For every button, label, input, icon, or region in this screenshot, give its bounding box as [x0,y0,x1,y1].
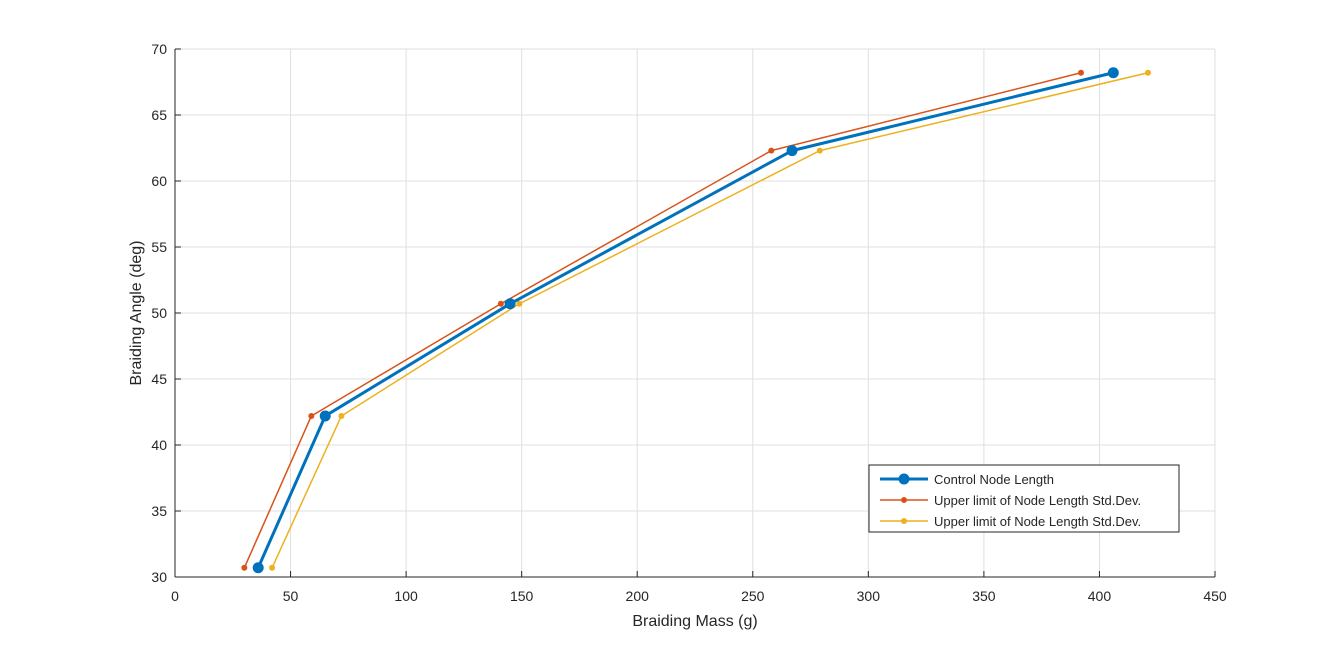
legend-item-2: Upper limit of Node Length Std.Dev. [880,514,1141,529]
y-tick-label: 30 [151,569,167,585]
data-point [504,298,516,310]
x-axis-label: Braiding Mass (g) [632,613,757,630]
y-tick-label: 65 [151,107,167,123]
data-point [241,564,248,571]
y-tick-label: 55 [151,239,167,255]
y-tick-label: 70 [151,41,167,57]
data-point [1077,69,1084,76]
data-point [1107,67,1119,79]
y-axis-label: Braiding Angle (deg) [128,241,145,386]
data-point [319,410,331,422]
legend-marker [898,473,910,485]
ticks: 0 50 100 150 200 250 300 350 400 450 30 35 40 45 50 55 6… [151,41,1226,604]
y-tick-label: 60 [151,173,167,189]
series-2 [269,69,1151,571]
data-point [497,300,504,307]
legend-label: Control Node Length [934,472,1054,487]
x-tick-label: 50 [283,588,299,604]
series-group [241,67,1151,574]
legend-item-0: Control Node Length [880,472,1054,487]
legend: Control Node Length Upper limit of Node L… [868,464,1180,533]
legend-label: Upper limit of Node Length Std.Dev. [934,514,1141,529]
data-point [816,147,823,154]
y-tick-label: 35 [151,503,167,519]
data-point [786,145,798,157]
x-tick-label: 450 [1203,588,1227,604]
x-tick-label: 250 [741,588,765,604]
legend-label: Upper limit of Node Length Std.Dev. [934,493,1141,508]
data-point [1144,69,1151,76]
data-point [269,564,276,571]
x-tick-label: 100 [394,588,418,604]
x-tick-label: 150 [510,588,534,604]
data-point [516,300,523,307]
series-1 [241,69,1084,571]
x-tick-label: 350 [972,588,996,604]
y-tick-label: 40 [151,437,167,453]
legend-marker [901,518,907,524]
y-tick-label: 50 [151,305,167,321]
data-point [768,147,775,154]
x-tick-label: 0 [171,588,179,604]
legend-marker [901,497,907,503]
x-tick-label: 400 [1088,588,1112,604]
data-point [308,412,315,419]
x-tick-label: 300 [857,588,881,604]
y-tick-label: 45 [151,371,167,387]
x-tick-label: 200 [626,588,650,604]
data-point [338,412,345,419]
legend-item-1: Upper limit of Node Length Std.Dev. [880,493,1141,508]
series-0 [252,67,1119,574]
data-point [252,562,264,574]
